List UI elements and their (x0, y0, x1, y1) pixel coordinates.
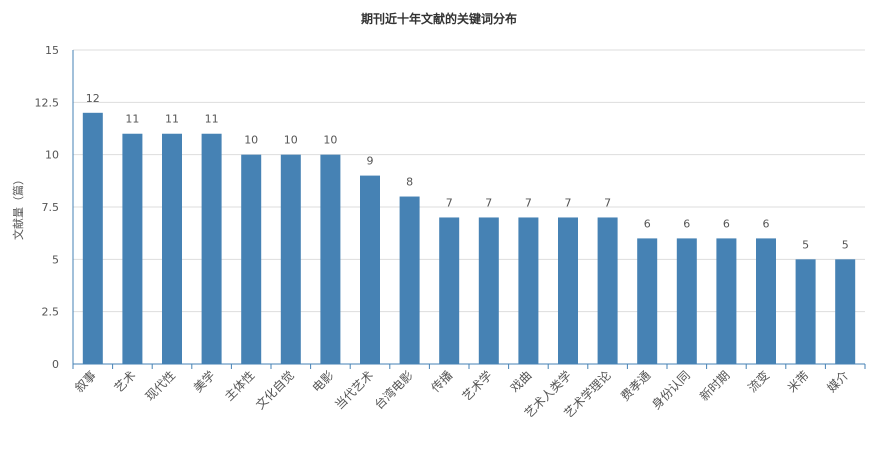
data-label: 6 (644, 217, 651, 230)
y-tick-label: 10 (45, 149, 59, 162)
data-label: 7 (604, 196, 611, 209)
data-label: 6 (723, 217, 730, 230)
category-label: 当代艺术 (332, 368, 376, 412)
bar (320, 154, 341, 364)
y-tick-label: 0 (52, 358, 59, 371)
y-tick-label: 2.5 (42, 306, 60, 319)
data-label: 8 (406, 176, 413, 189)
grid-lines (73, 49, 865, 313)
bar (162, 133, 182, 364)
bar (201, 133, 222, 364)
category-label: 米芾 (785, 368, 812, 395)
category-label: 戏曲 (508, 368, 535, 395)
data-label: 10 (244, 134, 258, 147)
category-label: 电影 (310, 368, 337, 395)
category-label: 媒介 (824, 368, 851, 395)
data-label: 12 (86, 92, 100, 105)
bar (518, 217, 539, 364)
bars (82, 112, 856, 364)
bar (478, 217, 499, 364)
data-label: 7 (446, 196, 453, 209)
bar (82, 112, 103, 364)
category-label: 传播 (428, 368, 456, 396)
data-label: 7 (565, 196, 572, 209)
data-label: 7 (485, 196, 492, 209)
category-label: 文化自觉 (252, 368, 297, 413)
data-label: 11 (205, 113, 219, 126)
category-label: 现代性 (143, 368, 178, 403)
bar (122, 133, 143, 364)
data-label: 5 (802, 238, 809, 251)
bar (360, 175, 380, 364)
bar (439, 217, 460, 364)
y-tick-label: 5 (52, 253, 59, 266)
bar (835, 259, 856, 364)
data-label: 6 (763, 217, 770, 230)
data-label: 7 (525, 196, 532, 209)
category-label: 身份认同 (648, 368, 693, 413)
data-label: 10 (323, 134, 337, 147)
y-tick-label: 12.5 (35, 96, 60, 109)
axes (72, 50, 866, 369)
data-label: 9 (367, 155, 374, 168)
bar (716, 238, 737, 364)
chart-title: 期刊近十年文献的关键词分布 (360, 12, 517, 26)
bar (795, 259, 816, 364)
category-label: 艺术学 (459, 368, 495, 404)
category-label: 流变 (745, 368, 773, 396)
bar (558, 217, 578, 364)
bar (241, 154, 262, 364)
bar (280, 154, 301, 364)
y-tick-label: 7.5 (42, 201, 60, 214)
y-tick-label: 15 (45, 44, 59, 57)
data-label: 11 (165, 113, 179, 126)
data-label: 10 (284, 134, 298, 147)
bar (399, 196, 420, 364)
category-label: 新时期 (696, 368, 732, 404)
category-label: 艺术 (112, 368, 139, 395)
category-label: 主体性 (222, 368, 257, 403)
category-label: 台湾电影 (371, 368, 416, 413)
bar (756, 238, 776, 364)
y-axis-title: 文献量（篇） (11, 174, 25, 240)
category-label: 叙事 (72, 368, 99, 395)
data-label: 11 (125, 113, 139, 126)
data-label: 5 (842, 238, 849, 251)
data-label: 6 (683, 217, 690, 230)
bar (637, 238, 658, 364)
bar (597, 217, 618, 364)
category-label: 费孝通 (618, 368, 653, 403)
bar (676, 238, 697, 364)
category-label: 美学 (190, 368, 218, 396)
